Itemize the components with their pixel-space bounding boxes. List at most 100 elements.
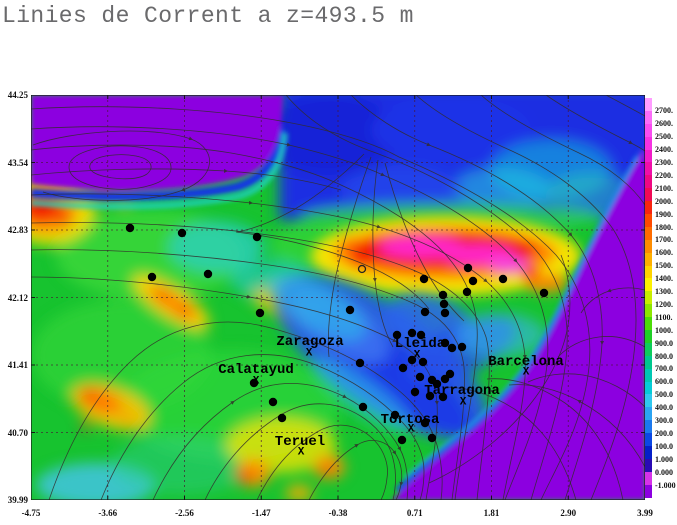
x-tick-label: 1.81 bbox=[483, 508, 500, 518]
streamline bbox=[605, 95, 645, 117]
colorbar-segment bbox=[645, 123, 652, 137]
streamline bbox=[415, 95, 637, 500]
station-dot bbox=[268, 397, 278, 407]
station-dot bbox=[427, 433, 437, 443]
x-tick-label: -3.66 bbox=[98, 508, 118, 518]
station-dot bbox=[440, 338, 450, 348]
colorbar-segment bbox=[645, 433, 652, 447]
colorbar-tick-label: 1600. bbox=[655, 248, 673, 258]
streamline bbox=[486, 378, 624, 500]
streamline bbox=[100, 354, 425, 500]
colorbar-tick-label: 1200. bbox=[655, 299, 673, 309]
streamline bbox=[557, 336, 645, 358]
city-marker-tarragona: X bbox=[459, 396, 467, 409]
x-tick-label: 0.71 bbox=[406, 508, 423, 518]
city-label-tarragona: Tarragona bbox=[424, 383, 500, 399]
colorbar-tick-label: 2400. bbox=[655, 145, 673, 155]
y-tick-label: 42.12 bbox=[7, 292, 28, 303]
station-dot bbox=[418, 357, 428, 367]
station-dot bbox=[498, 274, 508, 284]
colorbar-segment bbox=[645, 201, 652, 215]
colorbar-segment bbox=[645, 110, 652, 124]
y-tick-label: 39.99 bbox=[7, 495, 28, 505]
station-dot bbox=[252, 232, 262, 242]
station-dot bbox=[440, 308, 450, 318]
colorbar-segment bbox=[645, 317, 652, 331]
x-tick-label: 2.90 bbox=[560, 508, 577, 518]
colorbar-tick-label: 700.0 bbox=[655, 364, 673, 374]
streamline bbox=[580, 287, 645, 314]
station-dot bbox=[203, 269, 213, 279]
colorbar-tick-label: 100.0 bbox=[655, 441, 673, 451]
colorbar-tick-label: 1700. bbox=[655, 235, 673, 245]
colorbar-segment bbox=[645, 330, 652, 343]
colorbar-tick-label: 400.0 bbox=[655, 403, 673, 413]
colorbar-tick-label: 1500. bbox=[655, 261, 673, 271]
colorbar-tick-label: 200.0 bbox=[655, 428, 673, 438]
colorbar-tick-label: 600.0 bbox=[655, 377, 673, 387]
colorbar-segment bbox=[645, 175, 652, 189]
map-raster bbox=[31, 95, 645, 500]
colorbar-tick-label: 2500. bbox=[655, 132, 673, 142]
colorbar bbox=[645, 98, 652, 498]
station-dot bbox=[447, 343, 457, 353]
colorbar-segment bbox=[645, 484, 652, 498]
colorbar-segment bbox=[645, 265, 652, 279]
station-dot bbox=[415, 372, 425, 382]
colorbar-segment bbox=[645, 291, 652, 305]
station-dot bbox=[390, 410, 400, 420]
colorbar-tick-label: 800.0 bbox=[655, 351, 673, 361]
open-station-circle bbox=[357, 264, 367, 274]
city-marker-barcelona: X bbox=[522, 366, 530, 379]
colorbar-segment bbox=[645, 188, 652, 202]
streamline bbox=[428, 254, 571, 484]
x-tick-label: -1.47 bbox=[251, 508, 271, 518]
city-label-calatayud: Calatayud bbox=[218, 362, 294, 378]
colorbar-segment bbox=[645, 471, 652, 485]
station-dot bbox=[439, 299, 449, 309]
y-tick-label: 41.41 bbox=[7, 360, 28, 370]
station-dot bbox=[420, 418, 430, 428]
y-tick-label: 43.54 bbox=[7, 157, 28, 168]
station-dot bbox=[468, 276, 478, 286]
station-dot bbox=[392, 330, 402, 340]
city-label-barcelona: Barcelona bbox=[488, 354, 564, 370]
colorbar-segment bbox=[645, 381, 652, 395]
streamline bbox=[48, 321, 443, 500]
colorbar-segment bbox=[645, 407, 652, 421]
city-label-lleida: Lleida bbox=[394, 336, 446, 352]
station-dot bbox=[438, 290, 448, 300]
axis-ticks bbox=[31, 95, 645, 500]
streamline bbox=[508, 384, 645, 468]
station-dot bbox=[125, 223, 135, 233]
mediterranean-sea bbox=[390, 147, 645, 500]
station-dot bbox=[457, 342, 467, 352]
station-dot bbox=[463, 263, 473, 273]
station-dot bbox=[249, 378, 259, 388]
colorbar-segment bbox=[645, 458, 652, 472]
station-dots bbox=[125, 223, 549, 445]
colorbar-tick-label: 2200. bbox=[655, 170, 673, 180]
x-tick-label: 3.99 bbox=[637, 508, 653, 518]
station-dot bbox=[277, 413, 287, 423]
station-dot bbox=[419, 274, 429, 284]
streamline bbox=[31, 222, 490, 500]
x-tick-label: -2.56 bbox=[175, 508, 194, 518]
station-dot bbox=[539, 288, 549, 298]
colorbar-segment bbox=[645, 136, 652, 150]
station-dot bbox=[355, 358, 365, 368]
streamline bbox=[32, 130, 210, 201]
station-dot bbox=[445, 369, 455, 379]
station-dot bbox=[420, 307, 430, 317]
y-tick-label: 40.70 bbox=[7, 427, 28, 438]
streamlines bbox=[31, 95, 645, 500]
colorbar-tick-label: 900.0 bbox=[655, 338, 673, 348]
city-marker-tortosa: X bbox=[407, 423, 415, 436]
city-label-tortosa: Tortosa bbox=[380, 412, 440, 428]
streamline bbox=[308, 440, 404, 500]
station-dot bbox=[358, 402, 368, 412]
figure-title: Linies de Corrent a z=493.5 m bbox=[2, 3, 414, 29]
streamline bbox=[89, 154, 152, 180]
colorbar-tick-label: 1.000 bbox=[655, 454, 673, 464]
